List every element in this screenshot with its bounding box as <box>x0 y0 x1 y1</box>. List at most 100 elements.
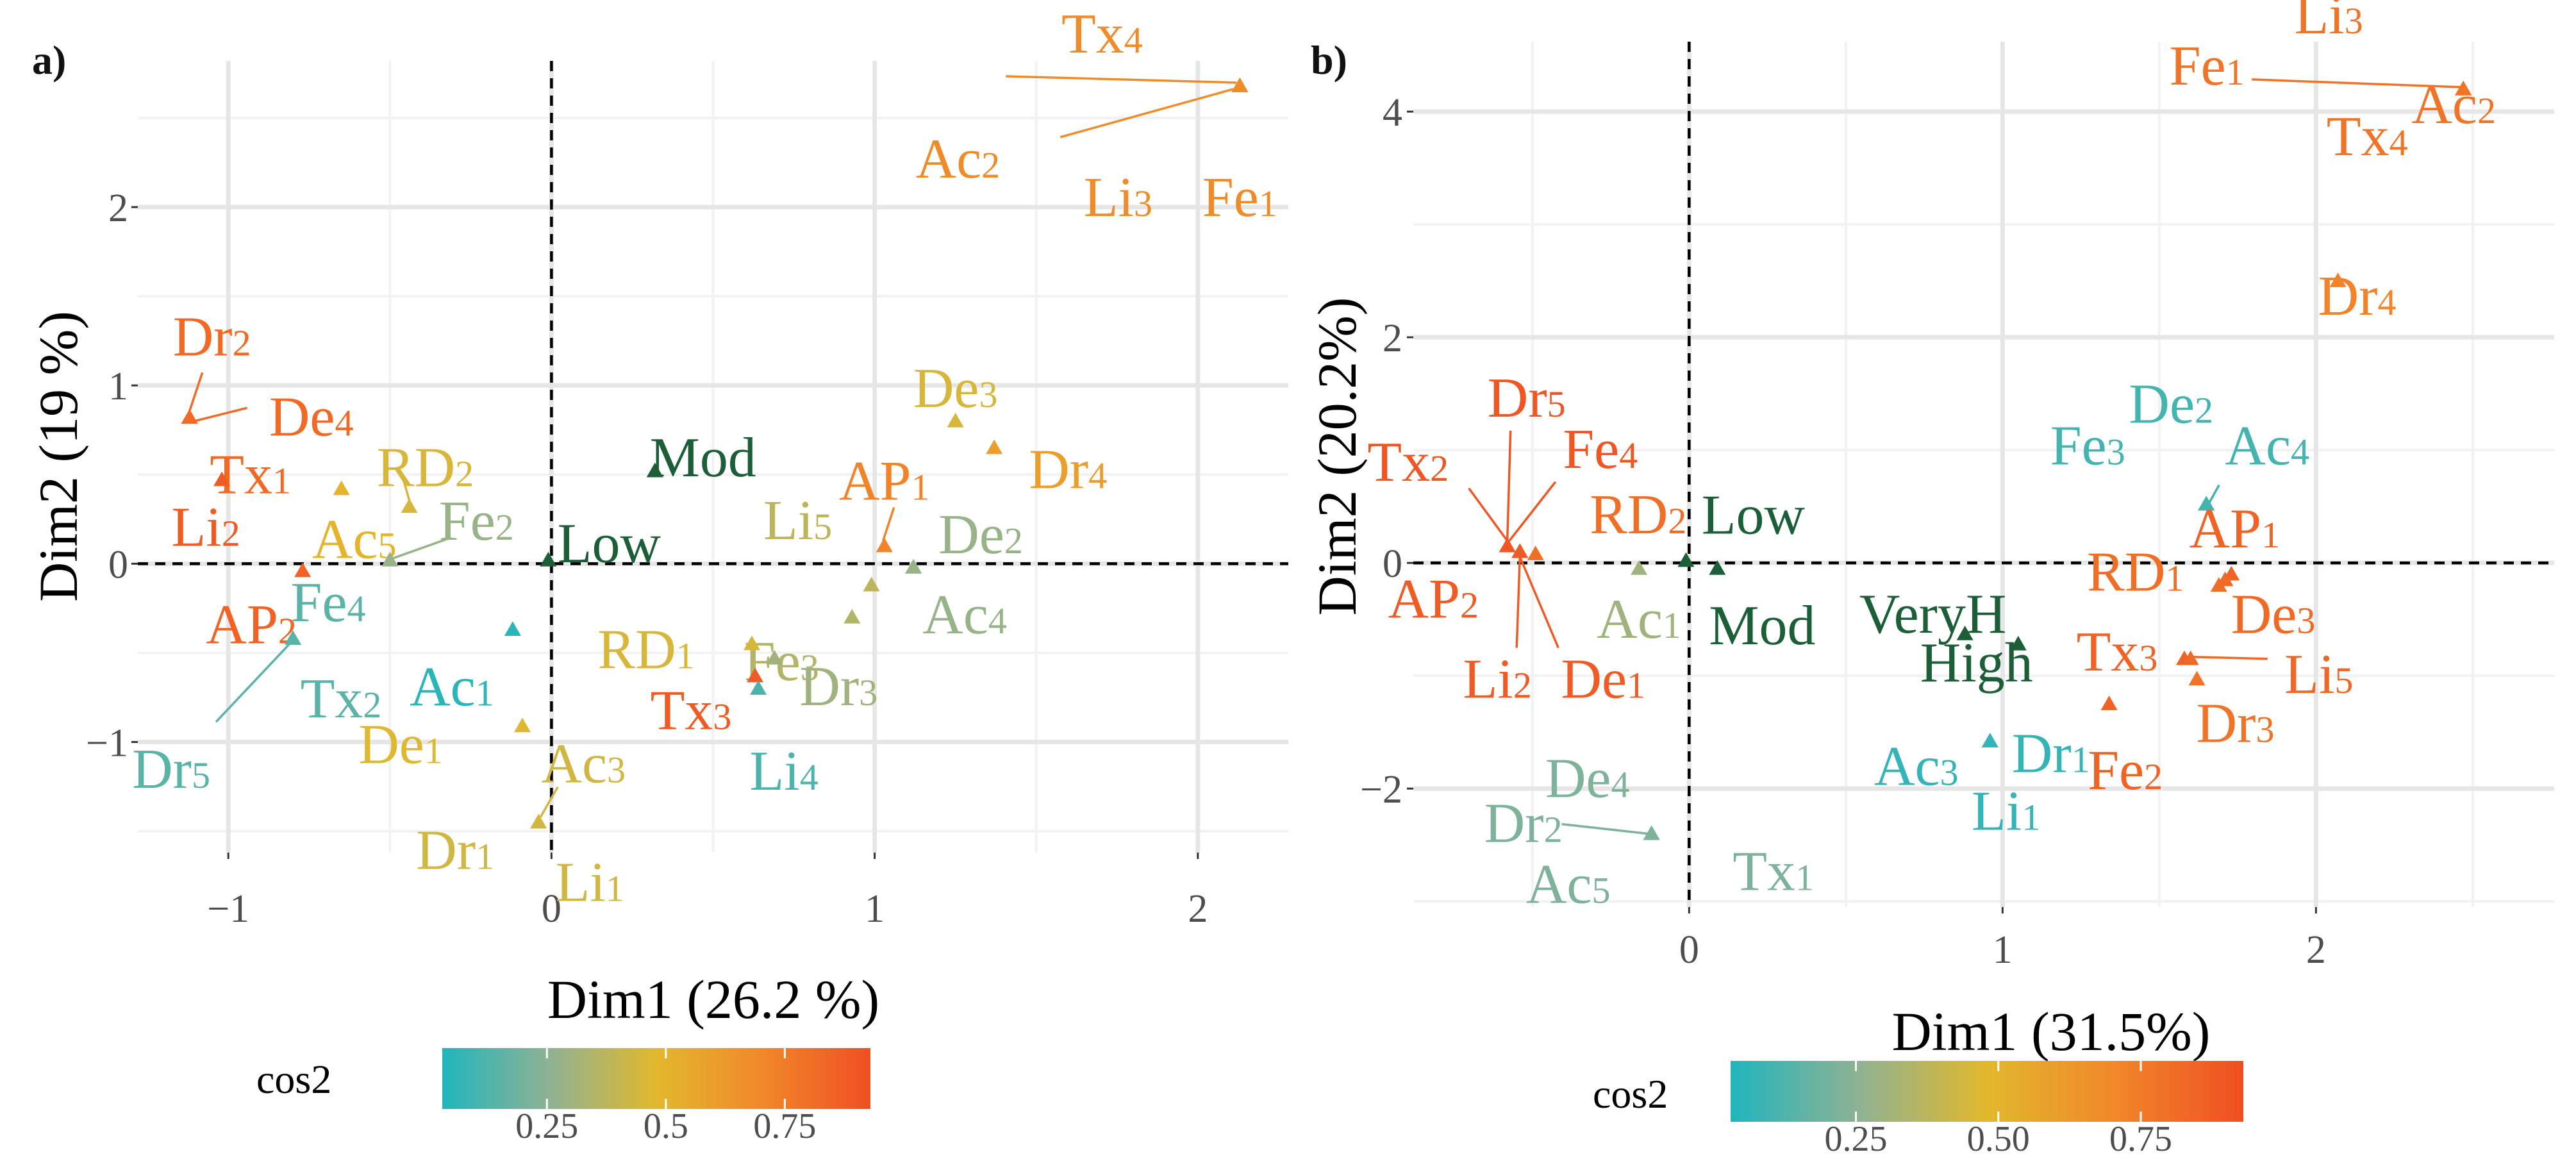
label-leader-line <box>1006 75 1237 84</box>
point-label-fe1: Fe1 <box>2170 35 2245 97</box>
legend-tick-label: 0.25 <box>1825 1119 1888 1159</box>
y-axis-title: Dim2 (20.2%) <box>1306 297 1368 616</box>
point-label-tx2: Tx2 <box>301 668 382 730</box>
panel-label: a) <box>32 37 66 83</box>
supplementary-marker-mod <box>1709 560 1726 575</box>
point-label-dr1: Dr1 <box>416 820 494 882</box>
point-label-fe2: Fe2 <box>2088 740 2163 802</box>
y-tick-label: −1 <box>86 722 128 765</box>
point-label-li1: Li1 <box>556 852 624 914</box>
point-marker-fe2 <box>381 551 399 567</box>
point-label-rd1: RD1 <box>2087 541 2184 603</box>
point-label-li1: Li1 <box>1972 780 2040 842</box>
point-marker-ac5 <box>333 480 350 496</box>
legend-colorbar <box>442 1048 870 1109</box>
point-marker-fe2 <box>2100 696 2118 710</box>
y-tick-label: 4 <box>1383 91 1402 135</box>
point-label-li4: Li4 <box>749 740 818 803</box>
point-marker-li1 <box>530 813 547 829</box>
supplementary-marker-low <box>540 551 557 567</box>
point-marker-rd1 <box>744 635 761 651</box>
point-label-ac2: Ac2 <box>916 128 1001 190</box>
legend-tick-label: 0.25 <box>515 1106 578 1146</box>
point-label-tx1: Tx1 <box>1733 841 1814 903</box>
point-marker-de1 <box>1511 543 1529 558</box>
panel-b-biplot: 0 1 2 −2 0 2 4 b) Dim1 (31.5%) Dim2 (20.2%) Li3 Fe1… <box>1306 0 2554 1159</box>
label-leader-line <box>392 537 451 560</box>
supplementary-label-veryh: VeryH <box>1859 583 2007 646</box>
point-label-de3: De3 <box>2231 584 2316 646</box>
point-label-li2: Li2 <box>171 497 240 559</box>
point-label-ap2: AP2 <box>206 594 297 656</box>
supplementary-marker-low <box>1677 552 1695 567</box>
legend-colorbar <box>1731 1061 2243 1122</box>
point-marker-ac1 <box>1631 560 1648 575</box>
point-label-dr3: Dr3 <box>799 656 877 718</box>
panel-a-biplot: −1 0 1 2 −1 0 1 2 a) Dim1 (26.2 %) Dim2 (19 %) Tx4 A… <box>28 3 1288 1146</box>
y-tick-label: 2 <box>108 187 128 230</box>
point-marker-rd2 <box>401 498 418 513</box>
legend-title: cos2 <box>1593 1071 1668 1117</box>
point-label-fe4: Fe4 <box>1563 419 1638 481</box>
point-label-de4: De4 <box>1545 748 1630 810</box>
point-marker-ap2 <box>294 562 312 578</box>
cos2-legend: cos2 0.25 0.5 0.75 <box>256 1048 870 1146</box>
label-leader-line <box>215 643 291 723</box>
point-marker-li5 <box>863 576 880 592</box>
point-marker-tx3 <box>747 667 764 683</box>
point-marker-fe1 <box>1231 77 1249 92</box>
point-marker-li2 <box>213 471 231 487</box>
legend-tick-label: 0.75 <box>753 1106 816 1146</box>
point-label-fe2: Fe2 <box>439 490 514 553</box>
legend-tick-label: 0.75 <box>2109 1119 2172 1159</box>
y-tick-label: 0 <box>1383 542 1402 586</box>
label-leader-line <box>195 406 248 422</box>
label-leader-line <box>539 786 559 818</box>
label-leader-line <box>1518 556 1559 649</box>
point-label-tx1: Tx1 <box>210 444 291 506</box>
point-label-dr2: Dr2 <box>173 306 251 368</box>
label-leader-line <box>188 372 204 412</box>
point-label-ac4: Ac4 <box>2225 415 2309 478</box>
label-leader-line <box>2252 78 2461 88</box>
point-marker-de1 <box>514 717 531 733</box>
point-label-dr4: Dr4 <box>2318 265 2397 328</box>
point-marker-dr3 <box>2188 671 2206 686</box>
point-label-rd2: RD2 <box>1590 484 1686 546</box>
point-label-li3: Li3 <box>2295 0 2363 46</box>
point-label-ac5: Ac5 <box>312 509 397 571</box>
point-label-tx3: Tx3 <box>2077 621 2158 683</box>
point-marker-de3 <box>2216 571 2234 587</box>
panel-label: b) <box>1311 37 1347 83</box>
x-tick-label: 2 <box>1188 887 1208 931</box>
point-label-ac1: Ac1 <box>1597 588 1681 651</box>
supplementary-marker-mod <box>646 462 663 478</box>
point-marker-ac2 <box>2455 80 2472 96</box>
point-label-dr3: Dr3 <box>2197 692 2275 754</box>
y-axis-title: Dim2 (19 %) <box>28 311 89 602</box>
supplementary-variables: Mod Low <box>540 427 756 575</box>
x-axis-title: Dim1 (31.5%) <box>1892 1001 2211 1062</box>
supplementary-marker-veryh <box>1956 626 1974 640</box>
point-label-de3: De3 <box>913 358 998 420</box>
point-marker-li4 <box>750 680 767 695</box>
point-label-rd1: RD1 <box>597 619 694 681</box>
point-marker-li1 <box>1981 733 1998 748</box>
point-label-rd2: RD2 <box>377 437 474 499</box>
point-label-li5: Li5 <box>2284 644 2353 706</box>
y-tick-label: 1 <box>108 365 128 408</box>
point-marker-ac4 <box>905 558 922 574</box>
point-marker-rd2 <box>1527 546 1544 560</box>
label-leader-line <box>2193 656 2268 660</box>
legend-title: cos2 <box>256 1056 331 1102</box>
point-marker-dr5 <box>285 630 302 645</box>
point-label-ac3: Ac3 <box>541 733 626 796</box>
y-tick-label: 0 <box>108 543 128 587</box>
point-label-tx2: Tx2 <box>1367 431 1449 494</box>
point-label-ac2: Ac2 <box>2411 74 2496 136</box>
point-marker-fe3 <box>2198 496 2215 511</box>
point-label-ac5: Ac5 <box>1526 854 1611 916</box>
supplementary-label-mod: Mod <box>1709 595 1815 657</box>
